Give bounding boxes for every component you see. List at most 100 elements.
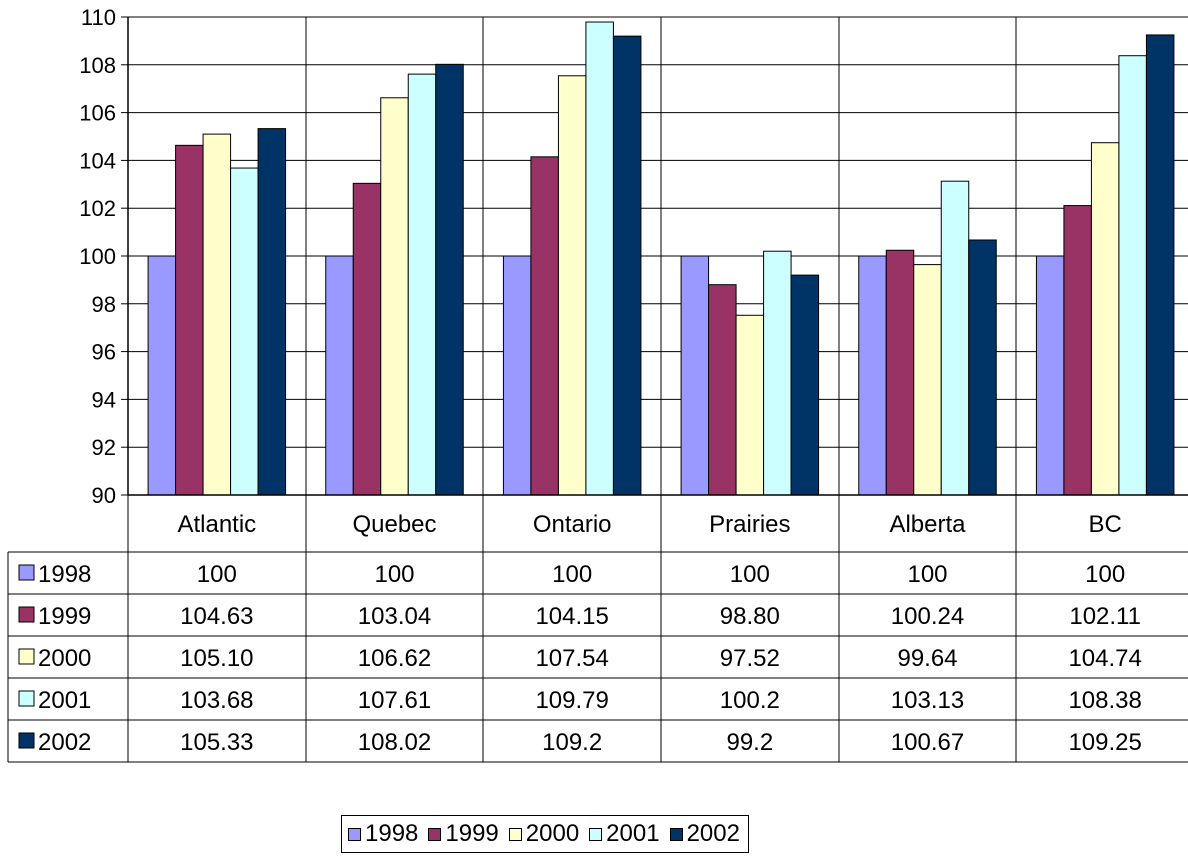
table-value: 103.68 bbox=[180, 687, 253, 714]
table-value: 109.25 bbox=[1068, 729, 1141, 756]
bar-alberta-1999 bbox=[885, 249, 915, 496]
y-tick-label: 92 bbox=[92, 435, 116, 460]
category-label: Alberta bbox=[889, 511, 966, 538]
category-label: Quebec bbox=[352, 511, 436, 538]
category-label: Ontario bbox=[533, 511, 612, 538]
table-value: 102.11 bbox=[1069, 603, 1141, 630]
table-value: 100 bbox=[197, 561, 237, 588]
table-series-swatch bbox=[18, 648, 35, 665]
table-value: 99.64 bbox=[897, 645, 957, 672]
bar-alberta-1998 bbox=[858, 255, 887, 496]
bar-atlantic-2002 bbox=[257, 128, 287, 496]
bar-alberta-2001 bbox=[940, 180, 970, 496]
bar-ontario-2001 bbox=[585, 21, 614, 496]
bar-atlantic-2000 bbox=[202, 133, 232, 496]
y-tick-label: 100 bbox=[79, 244, 116, 269]
table-series-label: 1998 bbox=[38, 561, 91, 588]
legend-item: 1998 bbox=[348, 822, 418, 846]
bar-quebec-2001 bbox=[407, 73, 437, 496]
table-value: 97.52 bbox=[720, 645, 780, 672]
table-value: 109.79 bbox=[535, 687, 608, 714]
table-value: 100.24 bbox=[891, 603, 964, 630]
table-value: 100 bbox=[1085, 561, 1125, 588]
table-value: 106.62 bbox=[358, 645, 431, 672]
table-value: 109.2 bbox=[542, 729, 602, 756]
table-value: 98.80 bbox=[720, 603, 780, 630]
legend-item: 2001 bbox=[589, 820, 660, 847]
bar-prairies-2001 bbox=[763, 250, 792, 496]
table-value: 100.2 bbox=[720, 687, 780, 714]
table-value: 100 bbox=[907, 561, 947, 588]
bar-ontario-1998 bbox=[502, 255, 532, 496]
y-tick-label: 106 bbox=[79, 101, 116, 126]
bar-atlantic-2001 bbox=[230, 167, 259, 496]
table-value: 104.74 bbox=[1068, 645, 1141, 672]
bar-bc-2002 bbox=[1145, 34, 1175, 496]
bar-bc-1998 bbox=[1035, 255, 1065, 496]
legend-label: 2000 bbox=[525, 820, 580, 847]
bar-quebec-2002 bbox=[435, 63, 464, 496]
bar-atlantic-1998 bbox=[147, 255, 177, 496]
category-label: BC bbox=[1088, 511, 1121, 538]
table-value: 108.38 bbox=[1068, 687, 1141, 714]
legend-swatch bbox=[508, 827, 522, 841]
table-series-label: 2000 bbox=[38, 645, 91, 672]
bar-ontario-2002 bbox=[612, 35, 642, 496]
bar-alberta-2002 bbox=[968, 239, 997, 496]
legend-label: 1999 bbox=[445, 820, 499, 847]
y-tick-label: 98 bbox=[92, 292, 116, 317]
category-label: Atlantic bbox=[177, 511, 256, 538]
table-series-label: 1999 bbox=[38, 603, 91, 630]
bar-prairies-2000 bbox=[735, 314, 765, 496]
bar-quebec-1999 bbox=[352, 182, 382, 496]
table-value: 100 bbox=[730, 561, 770, 588]
table-value: 103.04 bbox=[358, 603, 431, 630]
legend-swatch bbox=[348, 827, 361, 841]
y-tick-label: 102 bbox=[79, 196, 116, 221]
legend-label: 2001 bbox=[606, 820, 660, 847]
table-value: 107.54 bbox=[535, 645, 608, 672]
table-value: 100 bbox=[552, 561, 592, 588]
legend-item: 2002 bbox=[669, 820, 740, 847]
y-tick-label: 110 bbox=[81, 5, 116, 30]
y-tick-label: 90 bbox=[92, 483, 116, 508]
bar-quebec-2000 bbox=[380, 97, 409, 496]
table-series-label: 2002 bbox=[38, 729, 91, 756]
table-value: 104.15 bbox=[535, 603, 608, 630]
table-series-swatch bbox=[18, 564, 35, 581]
bar-bc-1999 bbox=[1063, 205, 1092, 496]
y-tick-label: 108 bbox=[79, 53, 116, 78]
legend-item: 1999 bbox=[428, 820, 499, 847]
table-value: 107.61 bbox=[358, 687, 431, 714]
table-value: 104.63 bbox=[180, 603, 253, 630]
bar-quebec-1998 bbox=[325, 255, 354, 496]
bar-prairies-1998 bbox=[680, 255, 710, 496]
category-label: Prairies bbox=[709, 511, 790, 538]
bar-prairies-1999 bbox=[708, 284, 737, 496]
table-series-swatch bbox=[18, 606, 35, 623]
table-value: 105.10 bbox=[180, 645, 253, 672]
table-value: 100.67 bbox=[891, 729, 964, 756]
legend-swatch bbox=[589, 827, 603, 841]
bar-bc-2001 bbox=[1118, 55, 1147, 496]
legend-label: 2002 bbox=[686, 820, 740, 847]
bar-prairies-2002 bbox=[790, 274, 820, 496]
bar-alberta-2000 bbox=[913, 264, 942, 496]
bar-bc-2000 bbox=[1090, 142, 1120, 496]
table-value: 103.13 bbox=[891, 687, 964, 714]
table-value: 108.02 bbox=[358, 729, 431, 756]
y-tick-label: 96 bbox=[92, 340, 116, 365]
legend-item: 2000 bbox=[508, 820, 580, 847]
table-series-label: 2001 bbox=[38, 687, 91, 714]
y-tick-label: 104 bbox=[79, 148, 116, 173]
legend-label: 1998 bbox=[365, 820, 419, 847]
y-tick-label: 94 bbox=[92, 387, 116, 412]
bar-atlantic-1999 bbox=[175, 144, 204, 496]
bar-ontario-2000 bbox=[557, 75, 587, 496]
table-series-swatch bbox=[18, 690, 35, 707]
table-value: 99.2 bbox=[726, 729, 773, 756]
chart-legend: 1998 1999 2000 2001 2002 bbox=[341, 815, 749, 853]
bar-ontario-1999 bbox=[530, 156, 559, 496]
table-value: 100 bbox=[374, 561, 414, 588]
